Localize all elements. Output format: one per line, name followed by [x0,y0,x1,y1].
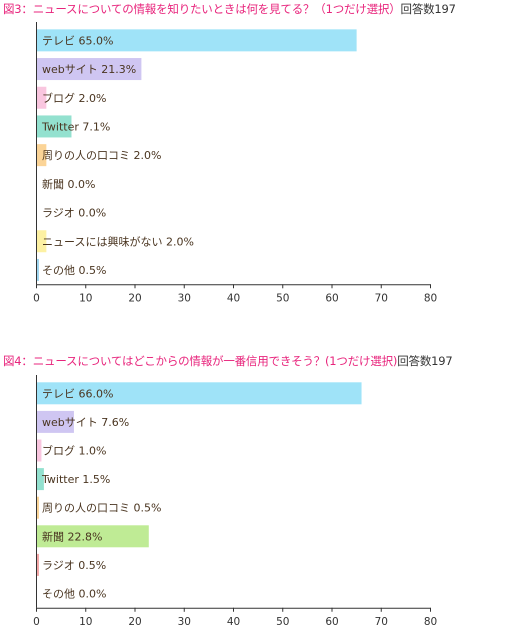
chart1-bar [36,230,47,253]
chart2-bar-label: 新聞 22.8% [42,529,102,543]
chart2-bar [36,553,39,576]
chart2-bar-label: 周りの人の口コミ 0.5% [42,502,161,515]
chart2-bar-label: Twitter 1.5% [41,473,110,486]
chart1-bar [36,258,39,281]
chart1-bar-label: 新聞 0.0% [42,177,95,191]
chart2-title: 図4：ニュースについてはどこからの情報が一番信用できそう？(1つだけ選択) [3,354,398,368]
chart1-bar [36,29,357,52]
chart2-bar [36,525,149,548]
chart1-bar-label: ラジオ 0.0% [42,207,106,220]
chart1-x-tick-label: 40 [227,292,240,304]
chart1-x-tick-label: 50 [276,292,289,304]
chart2-x-tick-label: 40 [227,616,240,628]
chart2-x-tick-label: 50 [276,616,289,628]
chart2-bar [36,496,39,519]
chart2-x-tick-label: 0 [33,616,40,628]
chart1-title-line: 図3：ニュースについての情報を知りたいときは何を見てる？（1つだけ選択）回答数1… [3,1,456,17]
chart1-bar [36,144,47,167]
chart1-bar [36,58,142,81]
chart1-x-tick-label: 20 [128,292,141,304]
chart2-bar-label: webサイト 7.6% [42,416,129,429]
chart2-title-line: 図4：ニュースについてはどこからの情報が一番信用できそう？(1つだけ選択)回答数… [3,353,453,369]
chart1-respondents: 回答数197 [400,2,456,16]
chart1-x-tick-label: 80 [424,292,437,304]
chart1-bar-label: ニュースには興味がない 2.0% [42,234,194,248]
chart2-bar-label: ラジオ 0.5% [42,559,106,572]
chart2-x-tick-label: 10 [79,616,92,628]
chart1-x-tick-label: 70 [375,292,388,304]
chart1-bar [36,115,72,138]
chart1-bar [36,86,47,109]
chart2-x-tick-label: 60 [325,616,338,628]
chart2-x-tick-label: 80 [424,616,437,628]
chart1-x-tick-label: 0 [33,292,40,304]
chart2-respondents: 回答数197 [397,354,453,368]
chart2-bar-label: ブログ 1.0% [42,444,106,458]
chart2-bar-label: その他 0.0% [42,588,106,601]
chart2-x-tick-label: 30 [178,616,191,628]
chart2-bar [36,439,42,462]
chart1-plot: テレビ 65.0% webサイト 21.3% ブログ 2.0% Twitter 7.1… [33,22,437,304]
chart2-bar [36,468,44,491]
chart1-title: 図3：ニュースについての情報を知りたいときは何を見てる？（1つだけ選択） [3,2,401,16]
chart1-bar-label: webサイト 21.3% [42,63,136,76]
chart2-bar [36,382,362,405]
chart1-bar-label: テレビ 65.0% [42,34,113,47]
chart2-bar [36,410,74,433]
chart1-x-tick-label: 30 [178,292,191,304]
chart1-bar-label: 周りの人の口コミ 2.0% [42,149,161,162]
chart1-x-tick-label: 60 [325,292,338,304]
chart2-x-tick-label: 20 [128,616,141,628]
chart1-bar-label: Twitter 7.1% [41,120,110,133]
chart1-bar-label: その他 0.5% [42,264,106,277]
chart2-bar-label: テレビ 66.0% [42,387,113,400]
chart1-bar-label: ブログ 2.0% [42,91,106,105]
chart1-x-tick-label: 10 [79,292,92,304]
chart2-x-tick-label: 70 [375,616,388,628]
chart2-plot: テレビ 66.0% webサイト 7.6% ブログ 1.0% Twitter 1.5%… [33,375,437,628]
